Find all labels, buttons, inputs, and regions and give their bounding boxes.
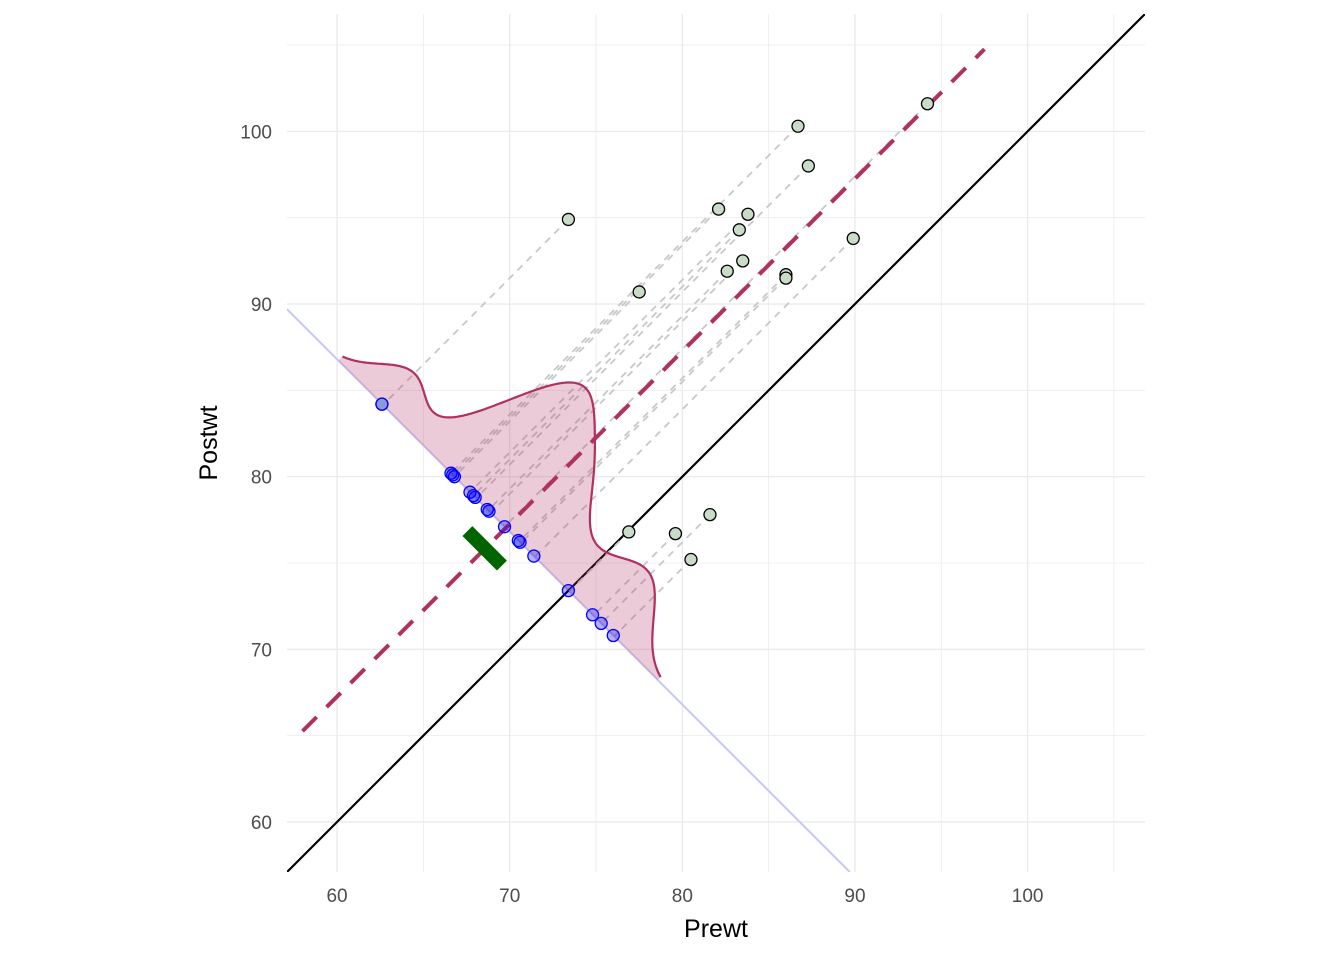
data-point [920,97,935,111]
projected-point [511,533,525,548]
data-point [668,526,683,541]
identity-line [287,14,1145,872]
projected-point [466,489,481,503]
y-tick-label: 70 [251,640,272,661]
mean-difference-line [301,47,986,733]
data-point [561,212,576,227]
projected-point [447,470,462,484]
projection-segment [475,165,809,499]
data-point [711,202,726,216]
projection-segment [613,558,692,637]
data-point [801,159,816,173]
tick-labels: 60 70 80 90 100 60 70 80 90 100 [240,122,1043,907]
data-point [846,231,860,246]
data-point [622,525,636,539]
projected-point [375,397,389,411]
data-point [736,254,750,268]
data-point [632,285,646,299]
projection-segment [452,208,720,476]
x-tick-label: 80 [672,886,693,907]
y-tick-label: 90 [251,295,272,316]
x-tick-label: 100 [1012,886,1044,907]
projected-point [480,502,494,517]
density-curve [342,355,662,678]
data-point [732,223,746,237]
projection-segment [520,277,787,544]
data-point [684,552,698,567]
data-point [703,507,717,522]
projected-point [497,520,512,534]
data-point [741,207,755,221]
x-tick-label: 90 [844,886,865,907]
projection-segment [450,125,799,474]
grid [287,14,1145,872]
x-axis-title: Prewt [684,915,748,943]
x-tick-label: 60 [326,886,347,907]
y-tick-label: 80 [251,468,272,489]
plot-area [287,14,1145,872]
data-point [720,264,734,278]
y-tick-label: 60 [251,813,272,834]
projected-point [482,504,496,518]
projection-segment [592,532,677,617]
x-tick-label: 70 [499,886,520,907]
projected-point [513,535,527,549]
projected-point [585,608,600,622]
projected-point [468,490,482,505]
projected-point [527,549,541,563]
projection-segment [469,213,749,493]
projection-segment [472,229,740,497]
confidence-interval-bar [462,526,507,571]
projected-point [606,628,620,643]
density-fill [338,356,661,680]
projection-segment [568,531,630,593]
projection-segment [382,218,570,406]
y-tick-label: 100 [240,122,272,143]
projected-point [446,468,460,482]
y-axis-title: Postwt [195,405,223,480]
projection-segment [453,291,640,478]
projection-segment [518,274,787,543]
data-point [779,271,793,285]
projection-segment [487,270,728,511]
projected-point [594,616,608,631]
projection-segment [534,237,854,558]
data-point [791,119,805,133]
projected-point [561,583,576,598]
